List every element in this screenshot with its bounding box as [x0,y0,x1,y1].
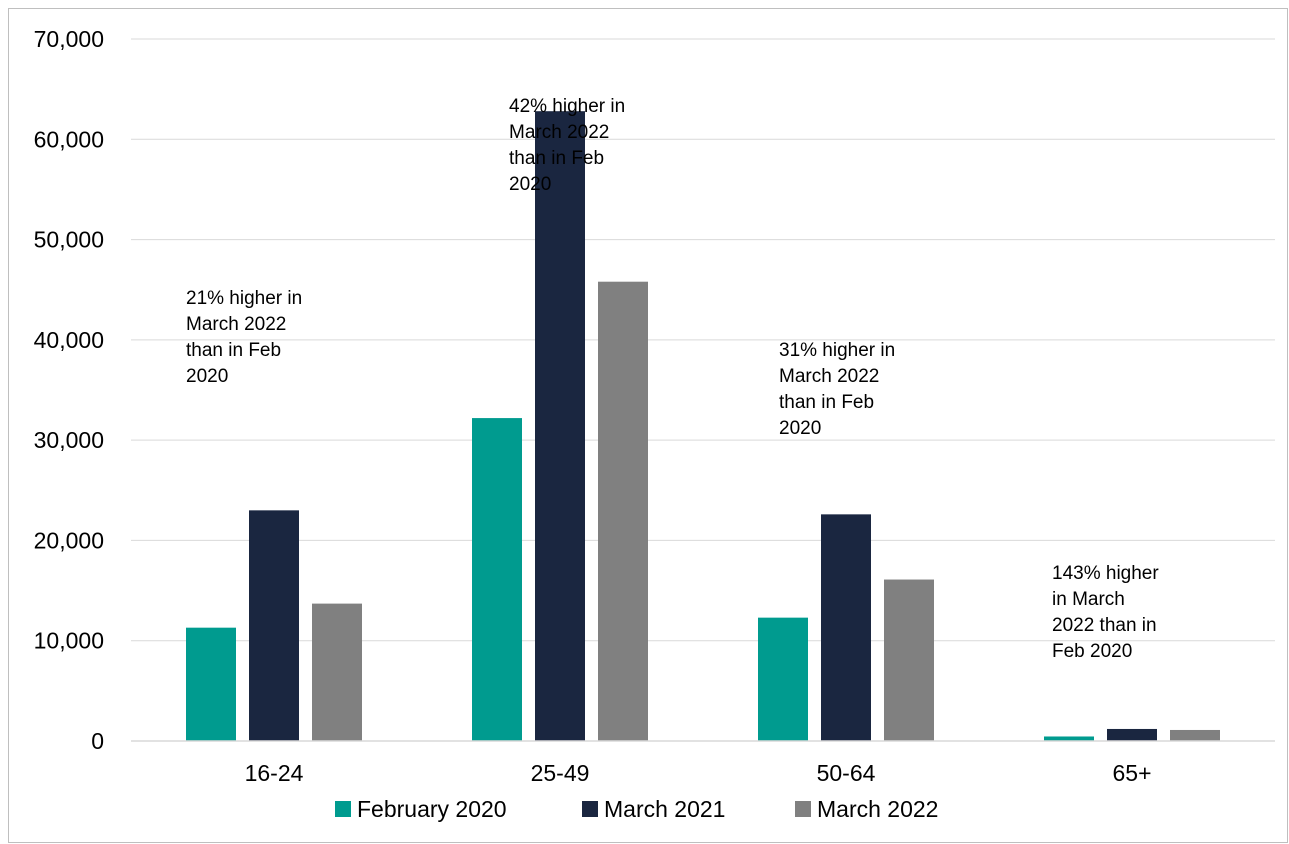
bar-march-2022-16-24 [312,603,362,741]
bar-february-2020-16-24 [186,627,236,741]
legend-label: February 2020 [357,796,507,822]
bar-february-2020-50-64 [758,617,808,741]
y-tick-label: 0 [91,728,104,754]
bar-chart: 0 10,000 20,000 30,000 40,000 50,000 60,000 70,… [34,26,1275,822]
bar-march-2021-16-24 [249,510,299,741]
legend-label: March 2022 [817,796,938,822]
annotation-text: 143% higher [1052,563,1159,584]
bar-march-2022-25-49 [598,281,648,741]
annotation-text: 2020 [509,174,551,195]
annotation-text: March 2022 [509,122,609,143]
annotation-text: March 2022 [779,366,879,387]
y-tick-label: 20,000 [34,527,104,553]
bar-february-2020-65+ [1044,736,1094,741]
y-tick-label: 10,000 [34,628,104,654]
bar-march-2021-25-49 [535,111,585,742]
x-tick-label: 25-49 [531,760,590,786]
y-tick-label: 60,000 [34,126,104,152]
x-tick-label: 16-24 [245,760,304,786]
legend-swatch [582,801,598,817]
bar-february-2020-25-49 [472,418,522,741]
annotation-text: 21% higher in [186,288,302,309]
annotation-text: than in Feb [779,392,874,413]
chart-area: 0 10,000 20,000 30,000 40,000 50,000 60,000 70,… [8,8,1288,843]
x-tick-label: 50-64 [817,760,876,786]
bar-march-2021-50-64 [821,514,871,741]
x-tick-label: 65+ [1112,760,1151,786]
annotation-text: 2020 [779,418,821,439]
annotation-text: 2020 [186,366,228,387]
bar-march-2022-65+ [1170,729,1220,741]
y-tick-label: 50,000 [34,227,104,253]
bar-march-2021-65+ [1107,728,1157,741]
legend-swatch [795,801,811,817]
annotation-text: in March [1052,589,1125,610]
annotation-text: than in Feb [509,148,604,169]
annotation-text: than in Feb [186,340,281,361]
y-tick-label: 70,000 [34,26,104,52]
y-tick-label: 40,000 [34,327,104,353]
annotation-text: 42% higher in [509,96,625,117]
bar-march-2022-50-64 [884,579,934,741]
annotation-text: 31% higher in [779,340,895,361]
annotation-text: 2022 than in [1052,615,1157,636]
annotation-text: Feb 2020 [1052,641,1132,662]
legend-swatch [335,801,351,817]
legend-label: March 2021 [604,796,725,822]
annotation-text: March 2022 [186,314,286,335]
y-tick-label: 30,000 [34,427,104,453]
